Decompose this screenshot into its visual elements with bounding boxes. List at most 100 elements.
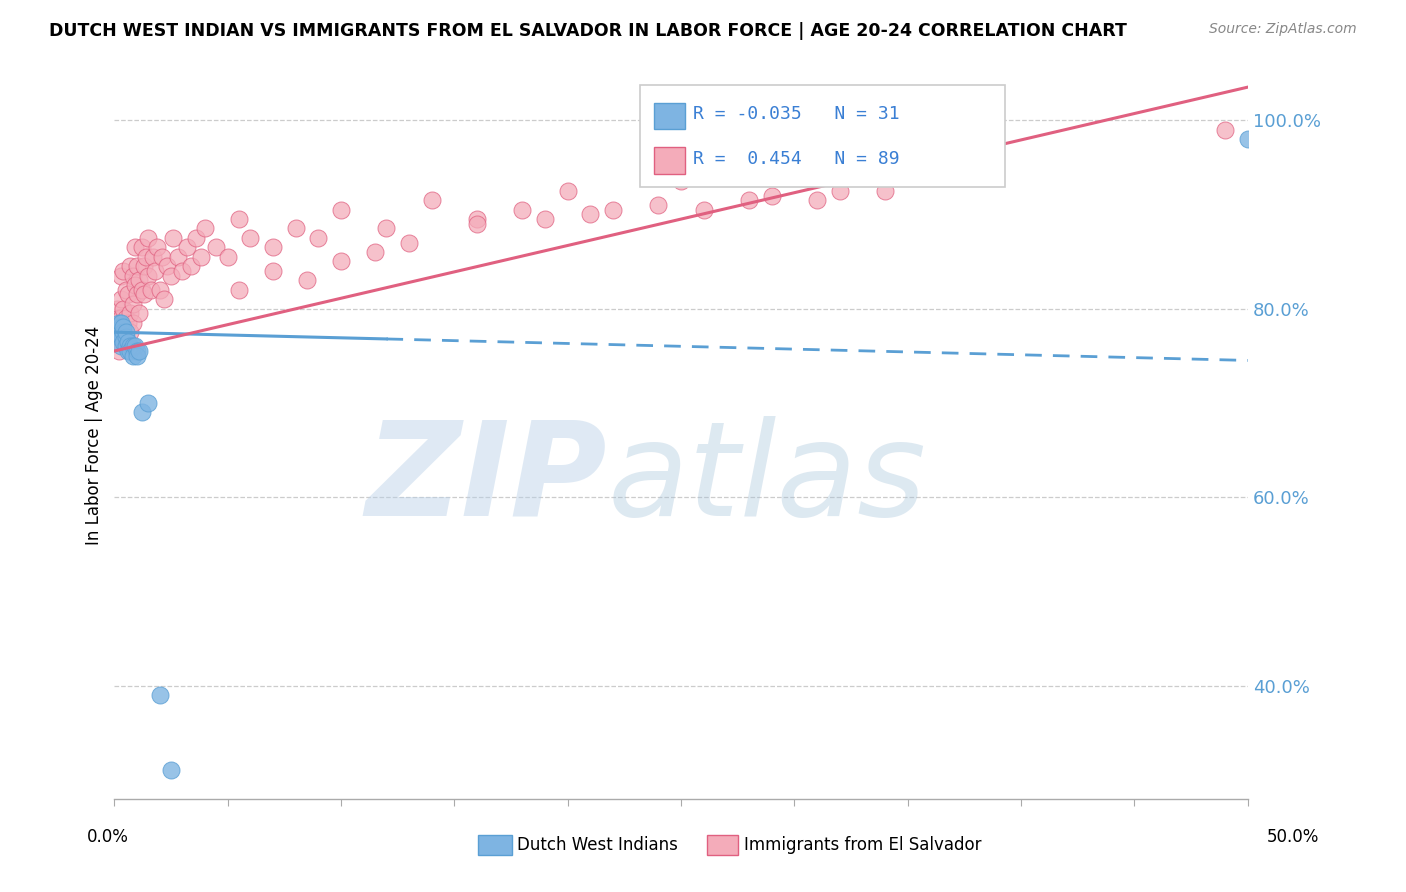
Point	[875, 184, 897, 198]
Point	[364, 245, 387, 260]
Point	[128, 273, 150, 287]
Point	[128, 306, 150, 320]
Point	[105, 325, 128, 339]
Point	[262, 264, 284, 278]
Text: Immigrants from El Salvador: Immigrants from El Salvador	[744, 836, 981, 854]
Text: 50.0%: 50.0%	[1267, 828, 1319, 846]
Point	[965, 122, 987, 136]
Point	[176, 240, 198, 254]
Point	[579, 207, 602, 221]
Point	[110, 311, 132, 326]
Point	[125, 344, 148, 359]
Point	[105, 301, 128, 316]
Y-axis label: In Labor Force | Age 20-24: In Labor Force | Age 20-24	[86, 326, 103, 546]
Point	[131, 405, 153, 419]
Text: atlas: atlas	[607, 416, 927, 543]
Point	[125, 349, 148, 363]
Point	[738, 193, 761, 207]
Point	[121, 297, 143, 311]
Point	[138, 231, 160, 245]
Point	[120, 325, 142, 339]
Point	[783, 165, 806, 179]
Point	[149, 688, 172, 702]
Point	[117, 287, 139, 301]
Point	[194, 221, 217, 235]
Point	[120, 339, 142, 353]
Point	[108, 325, 131, 339]
Point	[761, 188, 783, 202]
Point	[132, 259, 155, 273]
Point	[205, 240, 228, 254]
Point	[131, 283, 153, 297]
Point	[108, 344, 131, 359]
Point	[125, 287, 148, 301]
Point	[108, 330, 131, 344]
Point	[307, 231, 329, 245]
Point	[110, 330, 132, 344]
Point	[124, 278, 146, 293]
Point	[110, 316, 132, 330]
Point	[114, 330, 136, 344]
Point	[117, 334, 139, 349]
Point	[121, 316, 143, 330]
Text: ZIP: ZIP	[366, 416, 607, 543]
Point	[693, 202, 716, 217]
Text: 0.0%: 0.0%	[87, 828, 129, 846]
Point	[108, 325, 131, 339]
Point	[112, 301, 135, 316]
Point	[262, 240, 284, 254]
Text: Dutch West Indians: Dutch West Indians	[517, 836, 678, 854]
Point	[112, 325, 135, 339]
Point	[153, 292, 176, 306]
Point	[132, 287, 155, 301]
Point	[1213, 122, 1236, 136]
Point	[398, 235, 420, 250]
Point	[114, 325, 136, 339]
Point	[647, 198, 669, 212]
Point	[534, 212, 557, 227]
Point	[112, 334, 135, 349]
Point	[108, 316, 131, 330]
Point	[128, 344, 150, 359]
Point	[110, 330, 132, 344]
Point	[190, 250, 212, 264]
Point	[125, 259, 148, 273]
Point	[146, 240, 169, 254]
Point	[160, 268, 183, 283]
Point	[239, 231, 262, 245]
Point	[150, 250, 173, 264]
Point	[180, 259, 202, 273]
Point	[112, 325, 135, 339]
Point	[217, 250, 239, 264]
Text: R = -0.035   N = 31: R = -0.035 N = 31	[693, 105, 900, 123]
Point	[228, 283, 250, 297]
Point	[465, 217, 488, 231]
Point	[108, 334, 131, 349]
Point	[120, 259, 142, 273]
Point	[114, 311, 136, 326]
Point	[160, 764, 183, 778]
Point	[110, 339, 132, 353]
Point	[105, 334, 128, 349]
Point	[131, 240, 153, 254]
Text: DUTCH WEST INDIAN VS IMMIGRANTS FROM EL SALVADOR IN LABOR FORCE | AGE 20-24 CORR: DUTCH WEST INDIAN VS IMMIGRANTS FROM EL …	[49, 22, 1128, 40]
Point	[142, 250, 165, 264]
Point	[284, 221, 307, 235]
Point	[110, 292, 132, 306]
Point	[669, 174, 692, 188]
Point	[143, 264, 166, 278]
Point	[557, 184, 579, 198]
Point	[114, 339, 136, 353]
Point	[330, 254, 353, 268]
Point	[138, 268, 160, 283]
Point	[124, 240, 146, 254]
Point	[121, 339, 143, 353]
Point	[828, 184, 851, 198]
Point	[120, 344, 142, 359]
Point	[295, 273, 318, 287]
Point	[121, 268, 143, 283]
Point	[112, 320, 135, 334]
Point	[124, 339, 146, 353]
Point	[512, 202, 534, 217]
Point	[167, 250, 190, 264]
